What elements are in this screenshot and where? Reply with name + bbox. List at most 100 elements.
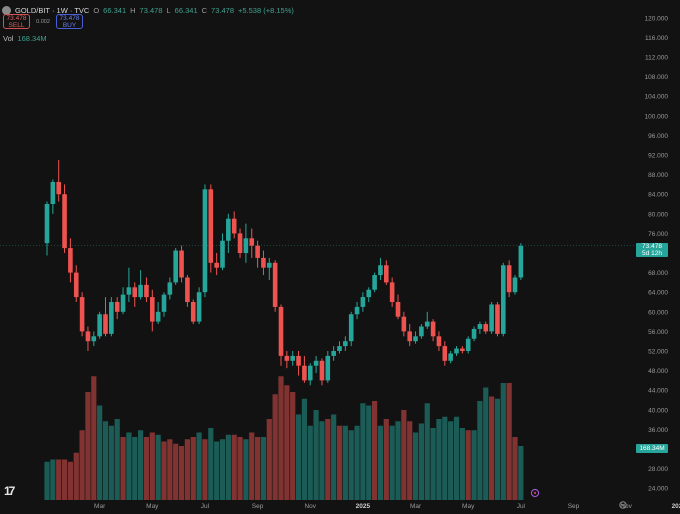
spread-value: 0.002 — [36, 18, 50, 25]
candle-body — [220, 240, 225, 268]
volume-bar — [208, 428, 214, 500]
volume-bar — [348, 430, 354, 500]
x-tick-label: Nov — [304, 503, 316, 510]
close-value: 73.478 — [211, 5, 234, 15]
candle-body — [103, 314, 108, 334]
sell-button[interactable]: 73.478 SELL — [3, 14, 30, 29]
x-tick-label: Nov — [620, 503, 632, 510]
gear-icon[interactable] — [618, 500, 628, 510]
volume-bar — [360, 403, 366, 500]
change-value: +5.538 (+8.15%) — [238, 5, 294, 15]
symbol-title[interactable]: GOLD/BIT · 1W · TVC — [15, 5, 90, 15]
candle-body — [436, 336, 442, 347]
candle-body — [360, 297, 366, 307]
y-tick-label: 96.000 — [648, 133, 668, 140]
candle-body — [126, 287, 132, 295]
x-axis: MarMayJulSepNov2025MarMayJulSepNov2026Ma… — [94, 503, 680, 510]
candle-body — [378, 265, 383, 276]
candle-body — [120, 294, 126, 312]
candle-body — [454, 348, 459, 354]
volume-bar — [366, 405, 372, 500]
y-tick-label: 120.000 — [645, 15, 669, 22]
candle-body — [278, 306, 284, 356]
candle-body — [477, 324, 483, 329]
volume-bar — [231, 434, 237, 500]
close-label: C — [201, 5, 208, 15]
volume-bar — [56, 459, 62, 500]
volume-bar — [237, 437, 243, 500]
candle-body — [208, 189, 214, 263]
candle-body — [442, 346, 448, 361]
volume-bar — [155, 434, 161, 500]
candle-body — [68, 248, 73, 273]
volume-bar — [412, 432, 419, 500]
candle-body — [389, 282, 395, 302]
candle-body — [296, 355, 301, 366]
candle-body — [155, 311, 161, 322]
tradingview-logo[interactable]: 17 — [4, 484, 15, 498]
volume-bar — [325, 419, 331, 500]
volume-bar — [401, 410, 407, 500]
low-value: 66.341 — [174, 5, 198, 15]
y-tick-label: 56.000 — [648, 329, 668, 336]
buy-button[interactable]: 73.478 BUY — [56, 14, 83, 29]
candle-body — [173, 250, 178, 283]
event-marker-icon[interactable] — [530, 488, 540, 498]
candle-body — [202, 189, 208, 293]
volume-bar — [430, 428, 436, 500]
candle-body — [272, 262, 278, 307]
volume-tag: 168.34M — [636, 444, 668, 453]
open-label: O — [93, 5, 100, 15]
candle-body — [109, 302, 114, 334]
volume-bar — [442, 416, 448, 500]
volume-bar — [448, 421, 454, 500]
y-tick-label: 24.000 — [648, 486, 668, 493]
y-tick-label: 100.000 — [645, 113, 669, 120]
candle-body — [337, 346, 342, 351]
volume-bar — [383, 419, 389, 500]
candle-body — [97, 314, 102, 337]
candle-body — [161, 294, 167, 312]
candle-body — [384, 265, 389, 283]
volume-bar — [67, 461, 73, 500]
candle-body — [465, 338, 471, 351]
volume-bar — [61, 459, 68, 500]
volume-legend[interactable]: Vol 168.34M — [3, 34, 47, 43]
volume-bar — [389, 425, 395, 500]
candle-body — [413, 336, 418, 342]
candle-body — [85, 331, 91, 342]
candle-body — [267, 262, 272, 268]
candle-body — [261, 257, 266, 268]
high-label: H — [130, 5, 136, 15]
bar-countdown: 5d 12h — [642, 249, 662, 257]
candle-body — [138, 284, 143, 298]
candles — [44, 159, 524, 386]
volume-bar — [132, 437, 138, 500]
x-tick-label: Sep — [252, 503, 264, 510]
candle-body — [190, 302, 196, 322]
volume-bar — [395, 421, 401, 500]
volume-bar — [196, 432, 202, 500]
candle-body — [430, 321, 436, 337]
volume-bar — [354, 425, 360, 500]
trade-panel: 73.478 SELL 0.002 73.478 BUY — [3, 14, 83, 29]
y-tick-label: 92.000 — [648, 153, 668, 160]
candle-body — [196, 292, 202, 322]
volume-bar — [126, 432, 132, 500]
volume-bar — [173, 443, 179, 500]
volume-bar — [120, 437, 126, 500]
volume-bar — [178, 446, 185, 500]
volume-bar — [260, 437, 267, 500]
candle-body — [249, 238, 255, 246]
volume-bar — [184, 439, 190, 500]
volume-label: Vol — [3, 34, 14, 43]
volume-bar — [336, 425, 343, 500]
candle-body — [150, 297, 155, 322]
open-value: 66.341 — [103, 5, 127, 15]
candle-body — [460, 348, 465, 351]
volume-bar — [114, 419, 120, 500]
candle-body — [495, 304, 500, 334]
volume-bar — [202, 439, 208, 500]
volume-bar — [331, 414, 337, 500]
